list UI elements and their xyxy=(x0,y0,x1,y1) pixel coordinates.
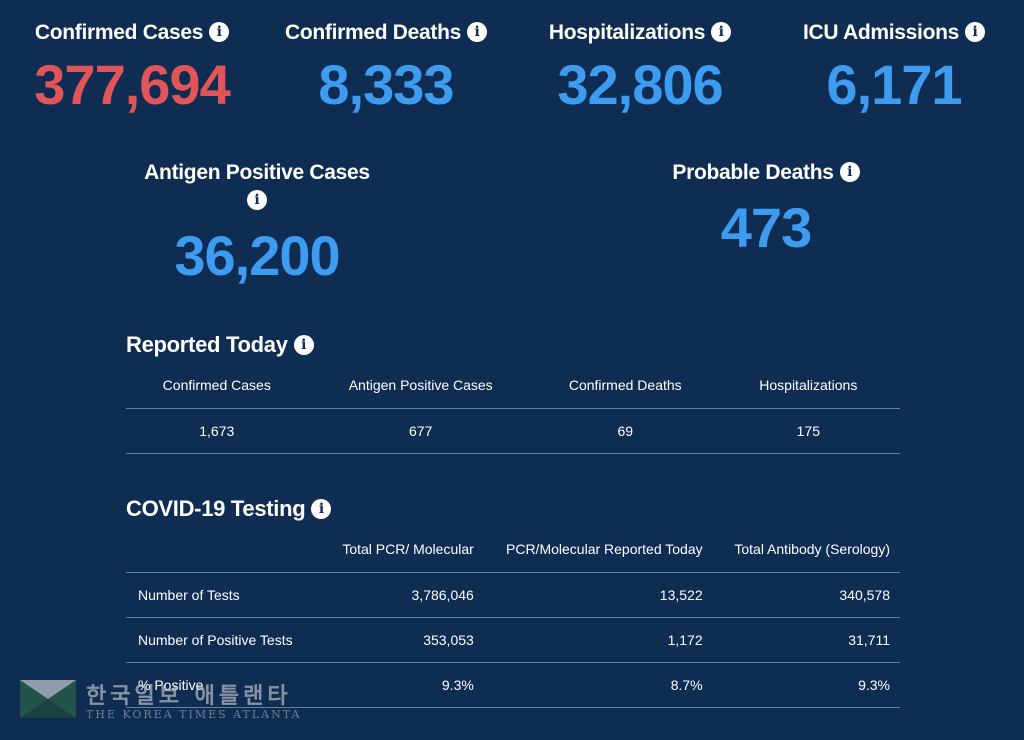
stat-label-row: Confirmed Cases i xyxy=(22,20,242,46)
reported-today-table: Confirmed Cases Antigen Positive Cases C… xyxy=(126,362,900,454)
column-header: Total Antibody (Serology) xyxy=(712,526,900,573)
column-header: Confirmed Deaths xyxy=(533,362,717,409)
confirmed-deaths-label: Confirmed Deaths xyxy=(284,21,462,44)
table-cell: 13,522 xyxy=(483,572,713,618)
row-label: Number of Tests xyxy=(126,572,314,618)
watermark-english-text: THE KOREA TIMES ATLANTA xyxy=(86,708,302,721)
antigen-positive-value: 36,200 xyxy=(174,224,340,287)
stat-confirmed-deaths: Confirmed Deaths i 8,333 xyxy=(276,20,496,117)
stat-probable-deaths: Probable Deaths i 473 xyxy=(650,160,882,260)
watermark-korean-text: 한국일보 애틀랜타 xyxy=(86,684,292,709)
covid-testing-title-text: COVID-19 Testing xyxy=(126,496,306,521)
stat-antigen-positive: Antigen Positive Cases i 36,200 xyxy=(132,160,382,288)
stat-confirmed-cases: Confirmed Cases i 377,694 xyxy=(22,20,242,117)
covid-testing-title: COVID-19 Testing i xyxy=(126,496,332,522)
table-row: % Positive 9.3% 8.7% 9.3% xyxy=(126,662,900,708)
stat-label-row: ICU Admissions i xyxy=(782,20,1006,46)
korea-times-logo-icon xyxy=(20,680,76,718)
table-cell: 677 xyxy=(307,408,534,454)
table-cell: 1,172 xyxy=(483,617,713,663)
stat-icu-admissions: ICU Admissions i 6,171 xyxy=(782,20,1006,117)
icu-admissions-value: 6,171 xyxy=(826,53,962,116)
stat-label-row: Hospitalizations i xyxy=(528,20,752,46)
watermark: 한국일보 애틀랜타 THE KOREA TIMES ATLANTA xyxy=(20,680,340,724)
info-icon[interactable]: i xyxy=(839,162,860,182)
table-cell: 8.7% xyxy=(483,662,713,708)
column-header: Total PCR/ Molecular xyxy=(313,526,484,573)
table-row: Number of Positive Tests 353,053 1,172 3… xyxy=(126,617,900,663)
table-header-row: Total PCR/ Molecular PCR/Molecular Repor… xyxy=(126,526,900,573)
table-cell: 9.3% xyxy=(313,662,484,708)
info-icon[interactable]: i xyxy=(247,190,267,210)
info-icon[interactable]: i xyxy=(467,22,488,42)
stat-label-row: Confirmed Deaths i xyxy=(276,20,496,46)
table-row: Number of Tests 3,786,046 13,522 340,578 xyxy=(126,572,900,618)
table-cell: 9.3% xyxy=(712,662,900,708)
info-icon[interactable]: i xyxy=(293,335,314,355)
table-header-row: Confirmed Cases Antigen Positive Cases C… xyxy=(126,362,900,409)
covid-testing-table: Total PCR/ Molecular PCR/Molecular Repor… xyxy=(126,526,900,708)
probable-deaths-label: Probable Deaths xyxy=(672,161,834,184)
table-cell: 353,053 xyxy=(313,617,484,663)
column-header: PCR/Molecular Reported Today xyxy=(483,526,713,573)
info-icon[interactable]: i xyxy=(711,22,732,42)
hospitalizations-label: Hospitalizations xyxy=(548,21,706,44)
table-cell: 31,711 xyxy=(712,617,900,663)
probable-deaths-value: 473 xyxy=(720,196,812,259)
table-cell: 1,673 xyxy=(126,408,308,454)
row-label: Number of Positive Tests xyxy=(126,617,314,663)
stat-label-row: Probable Deaths i xyxy=(650,160,882,186)
hospitalizations-value: 32,806 xyxy=(557,53,723,116)
stat-hospitalizations: Hospitalizations i 32,806 xyxy=(528,20,752,117)
row-label: % Positive xyxy=(126,662,314,708)
column-header: Hospitalizations xyxy=(716,362,900,409)
table-row: 1,673 677 69 175 xyxy=(126,408,900,454)
table-cell: 3,786,046 xyxy=(313,572,484,618)
column-header xyxy=(126,526,314,573)
info-icon[interactable]: i xyxy=(311,499,332,519)
table-cell: 340,578 xyxy=(712,572,900,618)
column-header: Confirmed Cases xyxy=(126,362,308,409)
info-icon[interactable]: i xyxy=(965,22,986,42)
confirmed-cases-value: 377,694 xyxy=(34,53,230,116)
column-header: Antigen Positive Cases xyxy=(307,362,534,409)
table-cell: 175 xyxy=(716,408,900,454)
reported-today-title: Reported Today i xyxy=(126,332,314,358)
antigen-positive-label: Antigen Positive Cases xyxy=(144,161,370,184)
confirmed-deaths-value: 8,333 xyxy=(318,53,454,116)
info-icon[interactable]: i xyxy=(209,22,230,42)
table-cell: 69 xyxy=(533,408,717,454)
stat-info-row: i xyxy=(132,190,382,212)
confirmed-cases-label: Confirmed Cases xyxy=(34,21,204,44)
reported-today-title-text: Reported Today xyxy=(126,332,288,357)
icu-admissions-label: ICU Admissions xyxy=(802,21,960,44)
